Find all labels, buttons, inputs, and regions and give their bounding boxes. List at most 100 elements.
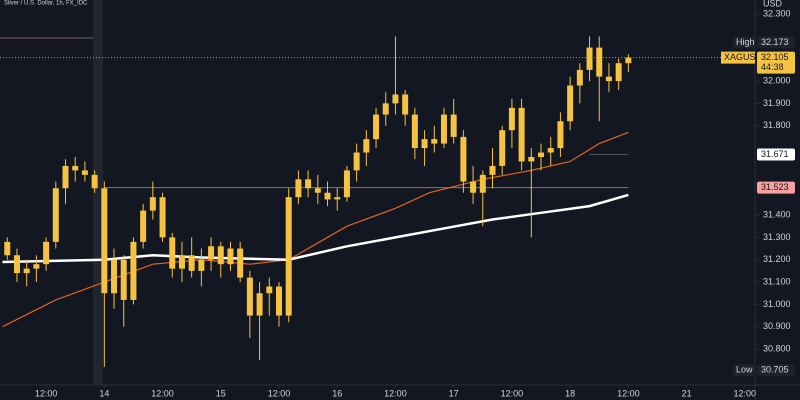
candle-body [411, 114, 418, 149]
price-tag [757, 181, 795, 194]
candle-body [62, 165, 69, 189]
series-name-box [721, 51, 755, 64]
candle-body [159, 197, 166, 238]
candle-body [285, 197, 292, 316]
candle-body [421, 139, 428, 149]
x-tick-label: 17 [449, 388, 459, 398]
last-price-tag [757, 51, 795, 74]
candle-body [169, 237, 176, 269]
x-tick-label: 14 [99, 388, 109, 398]
y-tick-label: 31.200 [763, 254, 791, 264]
y-tick-label: 31.000 [763, 299, 791, 309]
candle-body [528, 156, 535, 162]
candle-body [547, 148, 554, 153]
x-tick-label: 12:00 [617, 388, 640, 398]
candle-body [334, 197, 341, 200]
candle-body [353, 152, 360, 171]
candle-body [508, 107, 515, 131]
low-tag-name: Low [736, 365, 753, 375]
candle-body [130, 241, 137, 300]
y-tick-label: 30.900 [763, 321, 791, 331]
candle-body [101, 188, 108, 294]
price-tag-label: 31.671 [761, 149, 789, 159]
candle-body [149, 197, 156, 211]
candle-body [256, 293, 263, 316]
moving-average [2, 193, 629, 264]
x-tick-label: 12:00 [268, 388, 291, 398]
high-tag-value: 32.173 [761, 37, 789, 47]
y-tick-label: 31.300 [763, 232, 791, 242]
candle-body [586, 47, 593, 70]
x-tick-label: 12:00 [734, 388, 757, 398]
low-tag-name-box [733, 364, 755, 377]
last-price-value: 32.105 [761, 52, 789, 62]
candle-body [188, 255, 195, 271]
x-tick-label: 12:00 [501, 388, 524, 398]
candle-body [489, 165, 496, 175]
x-tick-label: 18 [565, 388, 575, 398]
high-tag [757, 36, 795, 49]
candle-body [343, 170, 350, 198]
candle-body [237, 248, 244, 278]
candle-body [111, 259, 118, 294]
series-name: XAGUSD [724, 52, 763, 62]
candle-body [227, 248, 234, 265]
x-tick-label: 16 [332, 388, 342, 398]
candle-body [363, 139, 370, 153]
y-tick-label: 32.300 [763, 8, 791, 18]
candle-body [615, 63, 622, 82]
y-tick-label: 31.400 [763, 209, 791, 219]
candle-body [140, 210, 147, 242]
candle-body [373, 114, 380, 140]
candle-body [72, 165, 79, 171]
candle-body [208, 246, 215, 260]
high-tag-name: High [736, 37, 755, 47]
candle-body [392, 94, 399, 104]
candle-body [567, 85, 574, 122]
moving-average [2, 131, 629, 328]
candle-body [295, 179, 302, 198]
x-tick-label: 12:00 [35, 388, 58, 398]
x-tick-label: 15 [216, 388, 226, 398]
candle-body [276, 286, 283, 316]
candle-body [596, 47, 603, 77]
candle-body [538, 152, 545, 157]
low-tag-value: 30.705 [761, 365, 789, 375]
candle-body [470, 181, 477, 193]
candle-body [266, 286, 273, 294]
y-tick-label: 31.800 [763, 120, 791, 130]
candle-body [479, 174, 486, 193]
high-tag-name-box [733, 36, 755, 49]
candle-body [382, 103, 389, 115]
candle-body [431, 139, 438, 144]
candle-body [4, 241, 11, 256]
y-tick-label: 31.100 [763, 276, 791, 286]
candle-body [217, 246, 224, 265]
x-tick-label: 12:00 [151, 388, 174, 398]
price-tag [757, 148, 795, 161]
candle-body [440, 114, 447, 144]
y-tick-label: 30.800 [763, 343, 791, 353]
y-tick-label: 31.900 [763, 98, 791, 108]
candle-body [324, 192, 331, 200]
candle-body [314, 188, 321, 193]
candle-body [198, 259, 205, 271]
candle-body [305, 179, 312, 189]
candle-body [81, 170, 88, 175]
chart-title: Silver / U.S. Dollar, 1h, FX_IDC [4, 1, 88, 7]
candle-body [402, 94, 409, 115]
candle-body [120, 259, 127, 300]
x-tick-label: 21 [682, 388, 692, 398]
candle-body [450, 114, 457, 137]
candle-body [246, 277, 253, 316]
candle-body [23, 268, 30, 274]
crosshair-band [93, 0, 103, 385]
candle-body [605, 76, 612, 82]
candle-body [43, 241, 50, 265]
candle-body [576, 69, 583, 86]
candle-body [52, 188, 59, 242]
candle-body [33, 264, 40, 269]
